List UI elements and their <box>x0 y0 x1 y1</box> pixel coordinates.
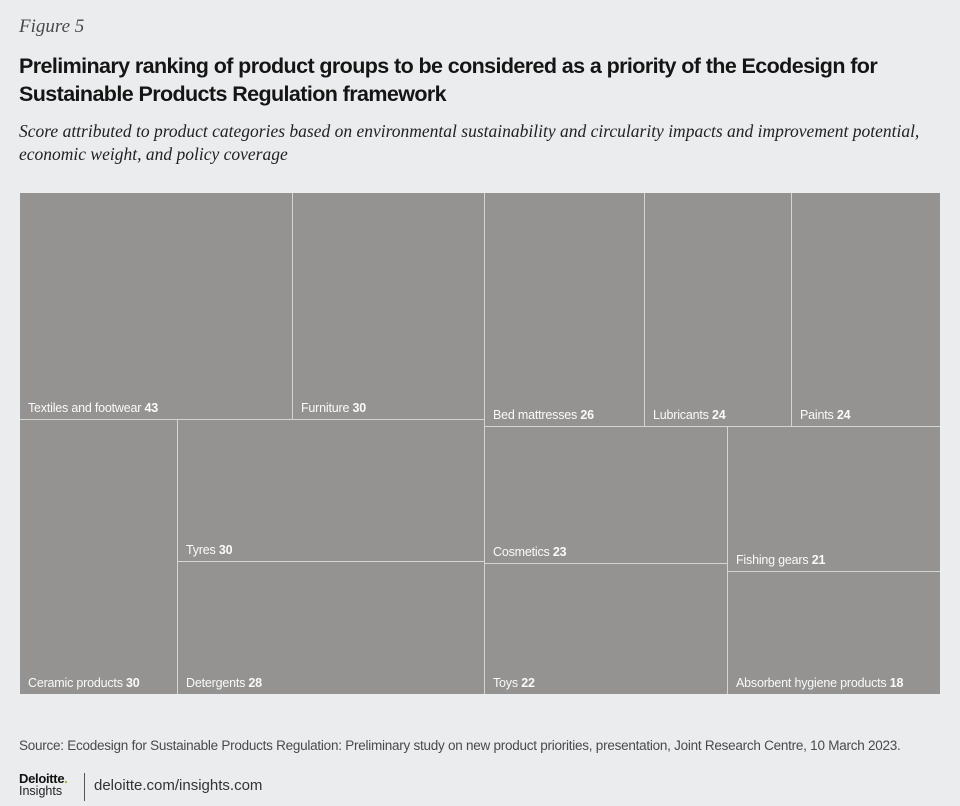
logo-insights: Insights <box>19 784 63 798</box>
treemap-cell-bed-mattresses: Bed mattresses 26 <box>485 193 645 427</box>
cell-name: Furniture <box>301 401 353 415</box>
cell-label: Paints 24 <box>800 408 851 422</box>
cell-label: Furniture 30 <box>301 401 366 415</box>
cell-name: Fishing gears <box>736 553 812 567</box>
cell-label: Ceramic products 30 <box>28 676 140 690</box>
treemap-cell-paints: Paints 24 <box>792 193 940 427</box>
cell-label: Toys 22 <box>493 676 535 690</box>
cell-name: Toys <box>493 676 522 690</box>
cell-label: Cosmetics 23 <box>493 545 567 559</box>
cell-name: Bed mattresses <box>493 408 581 422</box>
cell-value: 23 <box>552 545 567 559</box>
cell-value: 30 <box>352 401 367 415</box>
cell-label: Bed mattresses 26 <box>493 408 594 422</box>
cell-value: 43 <box>144 401 159 415</box>
site-link[interactable]: deloitte.com/insights.com <box>94 777 263 794</box>
cell-label: Tyres 30 <box>186 543 233 557</box>
treemap-cell-ceramic-products: Ceramic products 30 <box>20 420 178 694</box>
cell-value: 24 <box>711 408 726 422</box>
treemap-cell-textiles-and-footwear: Textiles and footwear 43 <box>20 193 293 420</box>
cell-label: Detergents 28 <box>186 676 262 690</box>
treemap-cell-tyres: Tyres 30 <box>178 420 485 562</box>
cell-name: Ceramic products <box>28 676 127 690</box>
cell-value: 30 <box>218 543 233 557</box>
treemap-cell-cosmetics: Cosmetics 23 <box>485 427 728 564</box>
cell-name: Detergents <box>186 676 249 690</box>
cell-value: 18 <box>889 676 904 690</box>
treemap-cell-fishing-gears: Fishing gears 21 <box>728 427 940 572</box>
treemap-cell-toys: Toys 22 <box>485 564 728 694</box>
cell-value: 21 <box>811 553 826 567</box>
cell-name: Absorbent hygiene products <box>736 676 890 690</box>
logo-green-dot: . <box>64 771 68 786</box>
cell-value: 22 <box>521 676 535 690</box>
treemap: Textiles and footwear 43 Furniture 30 Cera… <box>20 193 940 694</box>
logo-wordmark: Deloitte <box>19 771 65 786</box>
cell-name: Paints <box>800 408 837 422</box>
cell-label: Fishing gears 21 <box>736 553 825 567</box>
cell-value: 24 <box>836 408 851 422</box>
footer-divider <box>84 773 85 801</box>
cell-label: Absorbent hygiene products 18 <box>736 676 903 690</box>
cell-value: 28 <box>248 676 262 690</box>
treemap-cell-detergents: Detergents 28 <box>178 562 485 694</box>
cell-label: Textiles and footwear 43 <box>28 401 158 415</box>
cell-name: Textiles and footwear <box>28 401 145 415</box>
treemap-cell-furniture: Furniture 30 <box>293 193 485 420</box>
cell-label: Lubricants 24 <box>653 408 726 422</box>
cell-name: Cosmetics <box>493 545 553 559</box>
cell-name: Tyres <box>186 543 219 557</box>
cell-value: 30 <box>126 676 140 690</box>
treemap-cell-lubricants: Lubricants 24 <box>645 193 792 427</box>
cell-name: Lubricants <box>653 408 712 422</box>
source-note: Source: Ecodesign for Sustainable Produc… <box>19 738 901 753</box>
treemap-cell-absorbent-hygiene-products: Absorbent hygiene products 18 <box>728 572 940 694</box>
chart-subtitle: Score attributed to product categories b… <box>19 121 920 164</box>
deloitte-insights-logo: Deloitte. Insights <box>19 772 68 798</box>
cell-value: 26 <box>580 408 594 422</box>
figure-label: Figure 5 <box>19 16 85 37</box>
chart-title: Preliminary ranking of product groups to… <box>19 54 878 106</box>
